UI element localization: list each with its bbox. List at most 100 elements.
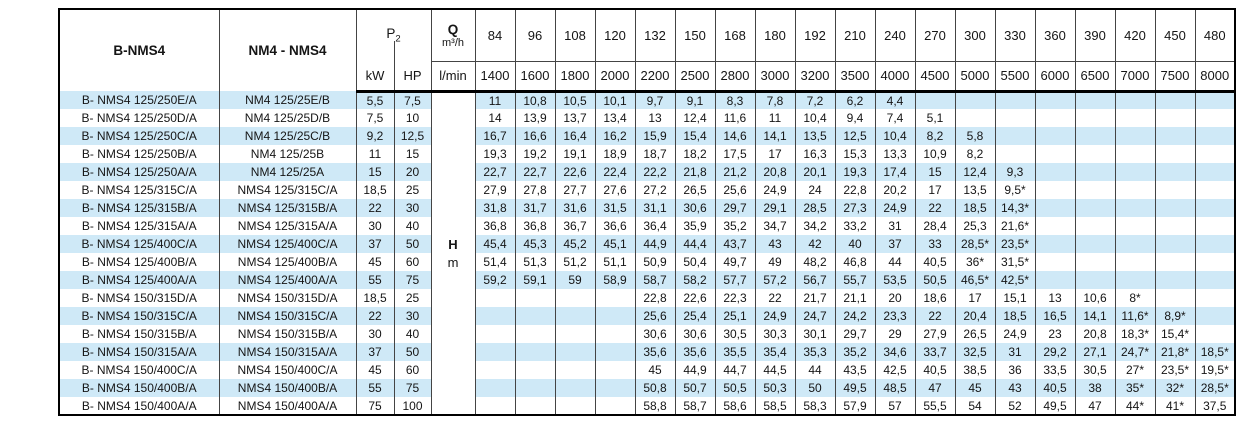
flow-lmin-header: 5500 (994, 61, 1036, 93)
cell-head-value: 33,5 (1034, 361, 1076, 379)
cell-head-value: 34,2 (794, 217, 836, 235)
cell-head-value (994, 109, 1036, 127)
cell-head-unit (430, 145, 476, 163)
table-row: B- NMS4 150/400B/A NMS4 150/400B/A 55 75 50,… (58, 379, 1236, 397)
flow-m3h-header: 96 (514, 9, 556, 62)
cell-head-value: 50,4 (674, 253, 716, 271)
cell-head-value: 29,7 (714, 199, 756, 217)
cell-head-value: 23,5* (1154, 361, 1196, 379)
cell-head-value: 10,6 (1074, 289, 1116, 307)
cell-head-value: 9,3 (994, 163, 1036, 181)
cell-nm4-model: NM4 125/25C/B (218, 127, 357, 145)
cell-head-value: 48,5 (874, 379, 916, 397)
cell-head-value (1034, 127, 1076, 145)
cell-head-value: 37 (874, 235, 916, 253)
cell-head-value: 43,5 (834, 361, 876, 379)
cell-head-value: 13,3 (874, 145, 916, 163)
cell-head-value: 11,6* (1114, 307, 1156, 325)
flow-m3h-header: 240 (874, 9, 916, 62)
cell-head-value: 21,6* (994, 217, 1036, 235)
cell-head-value: 13,5 (794, 127, 836, 145)
cell-head-value: 13,5 (954, 181, 996, 199)
cell-head-value (1034, 253, 1076, 271)
cell-head-value: 18,5 (954, 199, 996, 217)
cell-bnms4-model: B- NMS4 125/250A/A (58, 163, 220, 181)
cell-head-value: 53,5 (874, 271, 916, 289)
cell-nm4-model: NMS4 150/400B/A (218, 379, 357, 397)
cell-head-value: 22 (914, 199, 956, 217)
cell-head-value: 27,9 (914, 325, 956, 343)
cell-head-value: 10,4 (794, 109, 836, 127)
cell-kw: 22 (355, 199, 395, 217)
cell-head-value (1074, 127, 1116, 145)
cell-bnms4-model: B- NMS4 125/250E/A (58, 91, 220, 109)
cell-head-value: 10,4 (874, 127, 916, 145)
cell-head-value (514, 325, 556, 343)
cell-nm4-model: NM4 125/25E/B (218, 91, 357, 109)
cell-head-value: 35,9 (674, 217, 716, 235)
cell-kw: 22 (355, 307, 395, 325)
cell-head-value: 54 (954, 397, 996, 415)
cell-head-value: 29,7 (834, 325, 876, 343)
cell-head-value (1114, 145, 1156, 163)
cell-head-value (1034, 91, 1076, 109)
cell-head-value: 25,1 (714, 307, 756, 325)
cell-kw: 45 (355, 361, 395, 379)
cell-head-value: 15 (914, 163, 956, 181)
cell-head-value (1194, 289, 1236, 307)
cell-head-value: 24,9 (754, 181, 796, 199)
cell-head-value: 27,7 (554, 181, 596, 199)
flow-lmin-header: 2800 (714, 61, 756, 93)
cell-head-value (594, 397, 636, 415)
cell-hp: 25 (393, 181, 432, 199)
cell-head-value (1114, 217, 1156, 235)
cell-head-value (1194, 217, 1236, 235)
cell-head-value: 5,8 (954, 127, 996, 145)
cell-hp: 40 (393, 217, 432, 235)
cell-head-value: 58,7 (634, 271, 676, 289)
cell-head-value: 45 (954, 379, 996, 397)
cell-head-unit (430, 181, 476, 199)
cell-bnms4-model: B- NMS4 150/315B/A (58, 325, 220, 343)
cell-head-value: 15,4 (674, 127, 716, 145)
cell-head-value (1114, 181, 1156, 199)
cell-head-value (594, 379, 636, 397)
cell-head-value: 11 (474, 91, 516, 109)
cell-kw: 11 (355, 145, 395, 163)
cell-head-value: 30,6 (634, 325, 676, 343)
cell-head-value: 21,7 (794, 289, 836, 307)
cell-head-value (1114, 199, 1156, 217)
cell-head-value: 31 (994, 343, 1036, 361)
table-row: B- NMS4 150/315B/A NMS4 150/315B/A 30 40 30,… (58, 325, 1236, 343)
cell-head-value: 22,3 (714, 289, 756, 307)
cell-head-value: 18,2 (674, 145, 716, 163)
cell-head-value: 7,4 (874, 109, 916, 127)
flow-m3h-header: 84 (474, 9, 516, 62)
flow-lmin-header: 2500 (674, 61, 716, 93)
cell-kw: 30 (355, 325, 395, 343)
cell-head-value: 17 (914, 181, 956, 199)
cell-head-value (554, 289, 596, 307)
cell-head-value: 45 (634, 361, 676, 379)
cell-head-value: 42,5 (874, 361, 916, 379)
cell-head-value: 52 (994, 397, 1036, 415)
cell-head-value: 58,5 (754, 397, 796, 415)
cell-head-value: 45,4 (474, 235, 516, 253)
cell-head-value: 15,3 (834, 145, 876, 163)
cell-head-unit (430, 109, 476, 127)
cell-head-value: 19,2 (514, 145, 556, 163)
cell-head-value (474, 343, 516, 361)
cell-head-value (474, 379, 516, 397)
cell-hp: 100 (393, 397, 432, 415)
cell-hp: 50 (393, 235, 432, 253)
cell-head-value: 13,4 (594, 109, 636, 127)
cell-head-value: 50,7 (674, 379, 716, 397)
cell-head-value (1114, 235, 1156, 253)
cell-head-value (1034, 217, 1076, 235)
flow-m3h-header: 450 (1154, 9, 1196, 62)
cell-head-value: 6,2 (834, 91, 876, 109)
flow-lmin-header: 7000 (1114, 61, 1156, 93)
cell-head-unit (430, 163, 476, 181)
cell-head-value: 58,8 (634, 397, 676, 415)
